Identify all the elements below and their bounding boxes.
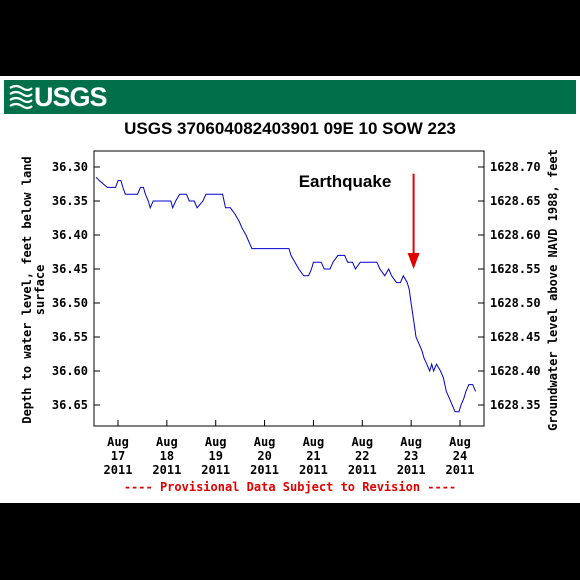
- left-tick-label: 36.35: [52, 194, 88, 208]
- x-tick-label: Aug: [449, 435, 471, 449]
- usgs-logo-text: USGS: [34, 82, 108, 112]
- water-level-line: [95, 176, 477, 413]
- x-tick-label: 2011: [250, 463, 279, 477]
- x-tick-label: 20: [257, 449, 271, 463]
- earthquake-annotation: Earthquake: [299, 172, 392, 191]
- usgs-banner: [4, 80, 576, 114]
- chart-panel: [0, 76, 580, 503]
- x-tick-label: Aug: [400, 435, 422, 449]
- chart-title: USGS 370604082403901 09E 10 SOW 223: [124, 119, 456, 138]
- x-tick-label: 21: [306, 449, 320, 463]
- x-tick-label: 2011: [152, 463, 181, 477]
- earthquake-arrow-head: [407, 253, 420, 269]
- left-tick-label: 36.45: [52, 262, 88, 276]
- x-tick-label: Aug: [156, 435, 178, 449]
- right-tick-label: 1628.40: [490, 364, 541, 378]
- right-axis-ticks: 1628.70 1628.65 1628.60 1628.55 1628.50 1628.…: [478, 160, 541, 412]
- left-tick-label: 36.50: [52, 296, 88, 310]
- x-tick-label: Aug: [351, 435, 373, 449]
- left-axis-ticks: 36.30 36.35 36.40 36.45 36.50 36.55 36.60 36.65: [52, 160, 100, 412]
- x-tick-label: 2011: [104, 463, 133, 477]
- right-tick-label: 1628.65: [490, 194, 541, 208]
- x-tick-label: 19: [208, 449, 222, 463]
- right-tick-label: 1628.60: [490, 228, 541, 242]
- left-axis-label-line1: Depth to water level, feet below land: [20, 156, 34, 423]
- x-tick-label: 17: [111, 449, 125, 463]
- right-tick-label: 1628.55: [490, 262, 541, 276]
- left-tick-label: 36.40: [52, 228, 88, 242]
- usgs-logo-icon: [9, 84, 33, 110]
- x-tick-label: 2011: [446, 463, 475, 477]
- right-tick-label: 1628.45: [490, 330, 541, 344]
- x-tick-label: 23: [404, 449, 418, 463]
- x-tick-label: 22: [355, 449, 369, 463]
- left-axis-label-line2: surface: [33, 265, 47, 316]
- left-tick-label: 36.65: [52, 398, 88, 412]
- x-tick-label: Aug: [254, 435, 276, 449]
- right-axis-label: Groundwater level above NAVD 1988, feet: [546, 149, 560, 431]
- left-tick-label: 36.30: [52, 160, 88, 174]
- x-tick-label: 2011: [397, 463, 426, 477]
- x-tick-label: Aug: [303, 435, 325, 449]
- left-tick-label: 36.55: [52, 330, 88, 344]
- x-tick-label: Aug: [205, 435, 227, 449]
- right-tick-label: 1628.70: [490, 160, 541, 174]
- right-tick-label: 1628.35: [490, 398, 541, 412]
- left-axis-label: Depth to water level, feet below land su…: [20, 156, 47, 423]
- plot-frame: [93, 150, 485, 427]
- x-tick-label: 24: [453, 449, 467, 463]
- provisional-footnote: ---- Provisional Data Subject to Revisio…: [123, 480, 457, 494]
- left-tick-label: 36.60: [52, 364, 88, 378]
- x-tick-label: Aug: [107, 435, 129, 449]
- x-tick-label: 2011: [299, 463, 328, 477]
- x-tick-label: 18: [160, 449, 174, 463]
- x-tick-label: 2011: [201, 463, 230, 477]
- x-tick-label: 2011: [348, 463, 377, 477]
- right-tick-label: 1628.50: [490, 296, 541, 310]
- x-axis-ticks: Aug172011Aug182011Aug192011Aug202011Aug2…: [104, 420, 475, 477]
